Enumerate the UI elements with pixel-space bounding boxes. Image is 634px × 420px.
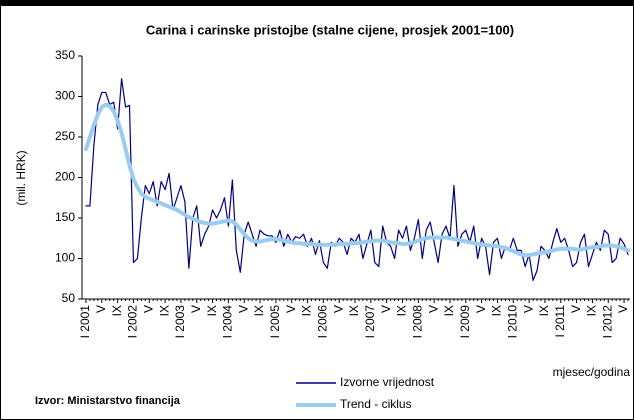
x-tick-label: IX (585, 305, 599, 316)
x-tick-label: V (236, 305, 250, 313)
x-tick-label: V (331, 305, 345, 313)
legend-label: Trend - ciklus (340, 397, 412, 411)
x-tick-label: I 2006 (316, 305, 330, 339)
x-tick-label: I 2008 (410, 305, 424, 339)
x-tick-label: IX (157, 305, 171, 316)
y-axis-label: (mil. HRK) (14, 150, 28, 205)
data-line (83, 102, 631, 258)
x-tick-label: I 2011 (553, 305, 567, 338)
x-tick-label: IX (110, 305, 124, 316)
y-tick-label: 250 (55, 129, 75, 143)
x-tick-label: IX (252, 305, 266, 316)
x-tick-label: I 2001 (78, 305, 92, 339)
data-line (85, 78, 629, 281)
x-tick-label: I 2007 (363, 305, 377, 339)
x-tick-label: I 2002 (126, 305, 140, 339)
y-tick-label: 50 (62, 291, 76, 305)
x-tick-label: IX (442, 305, 456, 316)
x-tick-label: IX (490, 305, 504, 316)
x-tick-label: I 2003 (173, 305, 187, 339)
source-note: Izvor: Ministarstvo financija (35, 395, 181, 407)
y-tick-label: 350 (55, 48, 75, 62)
x-tick-label: IX (300, 305, 314, 316)
top-band (0, 0, 634, 6)
y-tick-label: 100 (55, 251, 75, 265)
legend-label: Izvorne vrijednost (340, 375, 435, 389)
y-tick-label: 200 (55, 170, 75, 184)
x-tick-label: V (189, 305, 203, 313)
x-tick-label: V (521, 305, 535, 313)
x-tick-label: IX (537, 305, 551, 316)
x-tick-label: IX (205, 305, 219, 316)
x-tick-label: V (94, 305, 108, 313)
x-tick-label: I 2009 (458, 305, 472, 339)
x-tick-label: I 2005 (268, 305, 282, 339)
x-tick-label: V (569, 305, 583, 313)
x-tick-label: V (474, 305, 488, 313)
x-axis-label: mjesec/godina (553, 365, 631, 379)
chart-title: Carina i carinske pristojbe (stalne cije… (146, 22, 514, 37)
x-tick-label: IX (395, 305, 409, 316)
x-tick-label: V (426, 305, 440, 313)
x-tick-label: V (379, 305, 393, 313)
y-tick-label: 150 (55, 210, 75, 224)
y-tick-label: 300 (55, 89, 75, 103)
x-tick-label: IX (347, 305, 361, 316)
x-tick-label: V (141, 305, 155, 313)
x-tick-label: I 2012 (600, 305, 614, 339)
x-tick-label: I 2010 (505, 305, 519, 339)
x-tick-label: V (616, 305, 630, 313)
x-tick-label: V (284, 305, 298, 313)
x-tick-label: I 2004 (221, 305, 235, 339)
